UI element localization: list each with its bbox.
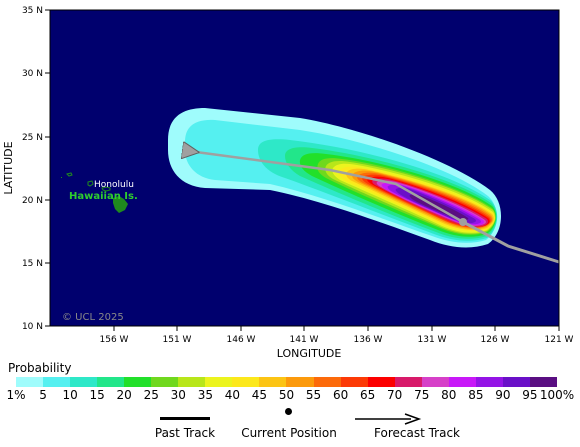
probability-level-label: 95: [522, 388, 538, 402]
probability-level-label: 100%: [539, 388, 575, 402]
probability-level-label: 45: [251, 388, 268, 402]
x-axis-title: LONGITUDE: [277, 347, 342, 360]
past-track: [462, 220, 560, 264]
past-track-line-icon: [160, 417, 210, 420]
lon-label: 151 W: [163, 335, 192, 345]
lon-label: 131 W: [418, 335, 447, 345]
longitude-ticks: [113, 326, 560, 331]
forecast-track: [196, 152, 464, 224]
probability-level-label: 15: [89, 388, 105, 402]
track-legend: Past Track Current Position Forecast Tra…: [0, 405, 580, 445]
probability-level-label: 50: [278, 388, 295, 402]
probability-level-label: 75: [414, 388, 430, 402]
probability-level-label: 40: [224, 388, 241, 402]
probability-swatch: [529, 377, 557, 387]
lon-label: 121 W: [545, 335, 574, 345]
latitude-labels: 35 N 30 N 25 N 20 N 15 N 10 N: [22, 6, 43, 332]
legend-current-position-label: Current Position: [241, 426, 337, 440]
probability-color-scale: [16, 377, 557, 387]
probability-swatch: [340, 377, 368, 387]
island-niihau: [61, 177, 62, 178]
lat-label: 20 N: [22, 196, 43, 206]
legend-past-track-label: Past Track: [154, 426, 216, 440]
lon-label: 126 W: [481, 335, 510, 345]
legend-past-track: Past Track: [115, 405, 255, 440]
probability-level-label: 35: [197, 388, 213, 402]
probability-level-label: 1%: [6, 388, 26, 402]
probability-swatch: [394, 377, 422, 387]
lat-label: 15 N: [22, 259, 43, 269]
probability-swath: [168, 108, 502, 248]
lat-label: 35 N: [22, 6, 43, 16]
probability-swatch: [178, 377, 206, 387]
island-kauai: [66, 172, 73, 177]
latitude-ticks: [45, 9, 50, 327]
probability-swatch: [16, 377, 44, 387]
storm-probability-map: Honolulu Hawaiian Is. © UCL 2025 35 N 30…: [2, 6, 574, 360]
probability-swatch: [151, 377, 179, 387]
probability-level-label: 65: [360, 388, 376, 402]
lon-label: 156 W: [100, 335, 129, 345]
lon-label: 146 W: [227, 335, 256, 345]
probability-level-label: 90: [495, 388, 511, 402]
probability-swatch: [124, 377, 152, 387]
probability-swatch: [70, 377, 98, 387]
copyright-label: © UCL 2025: [62, 312, 124, 323]
probability-scale-labels: 1% 5 10 15 20 25 30 35 40 45 50 55 60 65 70 75 80 85 90 95 1…: [0, 388, 580, 402]
probability-swatch: [232, 377, 260, 387]
probability-level-label: 60: [332, 388, 349, 402]
probability-swatch: [43, 377, 71, 387]
probability-level-label: 80: [441, 388, 457, 402]
place-label-honolulu: Honolulu: [94, 180, 134, 190]
current-position-dot-icon: [285, 408, 292, 415]
probability-swatch: [205, 377, 233, 387]
probability-level-label: 85: [468, 388, 484, 402]
legend-forecast-track-label: Forecast Track: [374, 426, 460, 440]
probability-level-label: 10: [62, 388, 78, 402]
lat-label: 25 N: [22, 133, 43, 143]
longitude-labels: 156 W 151 W 146 W 141 W 136 W 131 W 126 …: [100, 335, 574, 345]
lon-label: 141 W: [290, 335, 319, 345]
probability-level-label: 30: [170, 388, 186, 402]
island-oahu: [87, 180, 94, 187]
probability-swatch: [313, 377, 341, 387]
probability-level-label: 55: [305, 388, 322, 402]
island-maui: [101, 186, 111, 192]
probability-swatch: [448, 377, 476, 387]
hawaiian-islands: [61, 172, 128, 213]
probability-level-label: 5: [39, 388, 47, 402]
legend-current-position: Current Position: [219, 405, 359, 440]
probability-level-label: 25: [143, 388, 159, 402]
lat-label: 10 N: [22, 322, 43, 332]
probability-title: Probability: [8, 361, 72, 375]
lat-label: 30 N: [22, 69, 43, 79]
probability-level-label: 70: [387, 388, 403, 402]
forecast-arrow-icon: [355, 413, 422, 425]
probability-swatch: [502, 377, 530, 387]
island-hawaii: [113, 196, 128, 213]
probability-swatch: [367, 377, 395, 387]
probability-swatch: [475, 377, 503, 387]
y-axis-title: LATITUDE: [2, 141, 15, 194]
probability-level-label: 20: [116, 388, 132, 402]
place-label-hawaiian-islands: Hawaiian Is.: [69, 191, 138, 202]
probability-swatch: [259, 377, 287, 387]
lon-label: 136 W: [354, 335, 383, 345]
current-position-marker: [459, 218, 467, 226]
probability-swatch: [286, 377, 314, 387]
probability-swatch: [97, 377, 125, 387]
legend-forecast-track: Forecast Track: [347, 405, 487, 440]
probability-swatch: [421, 377, 449, 387]
